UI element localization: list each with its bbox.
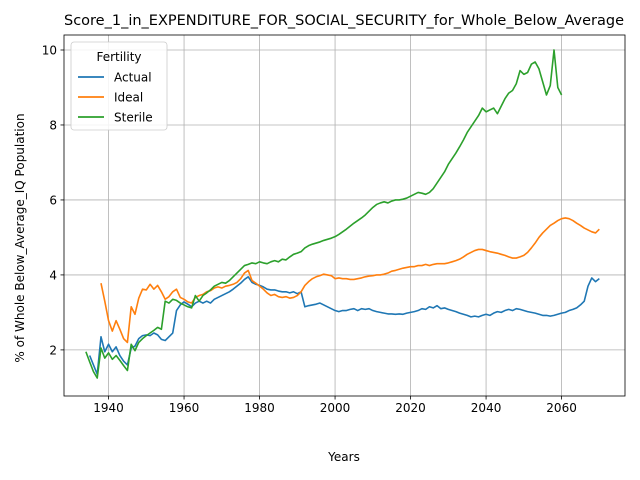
series-line-ideal (100, 217, 600, 344)
y-tick-label: 4 (49, 268, 57, 282)
chart-title: Score_1_in_EXPENDITURE_FOR_SOCIAL_SECURI… (64, 13, 624, 29)
x-tick-label: 1940 (93, 401, 124, 415)
x-tick-label: 2040 (471, 401, 502, 415)
series-line-actual (88, 275, 600, 376)
y-tick-label: 6 (49, 193, 57, 207)
y-tick-label: 8 (49, 118, 57, 132)
series-line-sterile (85, 49, 563, 379)
x-tick-label: 2020 (395, 401, 426, 415)
y-tick-label: 2 (49, 343, 57, 357)
legend: Fertility Actual Ideal Sterile (70, 41, 168, 131)
axes-frame (63, 34, 626, 397)
legend-title: Fertility (96, 50, 141, 64)
x-tick-label: 1980 (244, 401, 275, 415)
legend-label-actual: Actual (114, 71, 152, 85)
x-axis-label: Years (327, 450, 360, 464)
legend-label-sterile: Sterile (114, 111, 153, 125)
x-tick-label: 2060 (546, 401, 577, 415)
x-tick-label: 1960 (169, 401, 200, 415)
y-tick-label: 10 (42, 43, 57, 57)
y-axis-label: % of Whole Below_Average_IQ Population (13, 113, 27, 362)
x-tick-label: 2000 (320, 401, 351, 415)
legend-label-ideal: Ideal (114, 91, 143, 105)
legend-frame (70, 41, 168, 131)
